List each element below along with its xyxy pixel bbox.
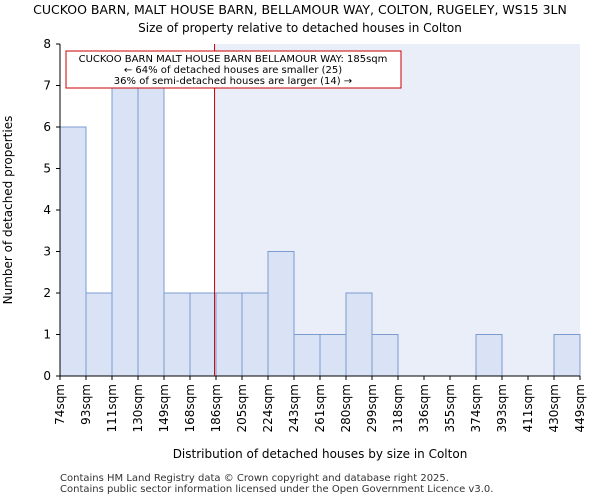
bar-186sqm bbox=[215, 292, 243, 377]
footer-line-1: Contains HM Land Registry data © Crown c… bbox=[60, 473, 449, 484]
bar-299sqm bbox=[371, 334, 399, 377]
bar-130sqm bbox=[137, 85, 165, 377]
annotation-line-1: CUCKOO BARN MALT HOUSE BARN BELLAMOUR WA… bbox=[79, 54, 388, 65]
bar-430sqm bbox=[553, 334, 581, 377]
x-tick-label-430sqm: 430sqm bbox=[547, 384, 561, 432]
chart: CUCKOO BARN, MALT HOUSE BARN, BELLAMOUR … bbox=[1, 2, 587, 461]
x-tick-label-93sqm: 93sqm bbox=[79, 384, 93, 425]
x-tick-label-186sqm: 186sqm bbox=[209, 384, 223, 432]
x-tick-label-355sqm: 355sqm bbox=[443, 384, 457, 432]
bar-224sqm bbox=[267, 251, 295, 377]
bar-168sqm bbox=[189, 292, 217, 377]
y-tick-label-4: 4 bbox=[43, 203, 51, 217]
y-tick-label-5: 5 bbox=[43, 162, 51, 176]
bar-374sqm bbox=[475, 334, 503, 377]
annotation-line-2: ← 64% of detached houses are smaller (25… bbox=[124, 65, 342, 76]
chart-subtitle: Size of property relative to detached ho… bbox=[138, 21, 462, 35]
y-tick-label-2: 2 bbox=[43, 286, 51, 300]
bar-205sqm bbox=[241, 292, 269, 377]
x-tick-label-374sqm: 374sqm bbox=[469, 384, 483, 432]
x-axis: 74sqm 93sqm 111sqm 130sqm 149sqm 168sqm 186sqm… bbox=[53, 375, 587, 432]
y-tick-label-3: 3 bbox=[43, 245, 51, 259]
bar-243sqm bbox=[293, 334, 321, 377]
x-tick-label-299sqm: 299sqm bbox=[365, 384, 379, 432]
x-tick-label-149sqm: 149sqm bbox=[157, 384, 171, 432]
bar-74sqm bbox=[59, 126, 87, 377]
y-axis: 0 1 2 3 4 5 6 7 8 bbox=[43, 37, 61, 383]
x-tick-label-243sqm: 243sqm bbox=[287, 384, 301, 432]
x-tick-label-168sqm: 168sqm bbox=[183, 384, 197, 432]
x-tick-label-130sqm: 130sqm bbox=[131, 384, 145, 432]
x-tick-label-111sqm: 111sqm bbox=[105, 384, 119, 432]
y-tick-label-8: 8 bbox=[43, 37, 51, 51]
footer-line-2: Contains public sector information licen… bbox=[60, 484, 494, 495]
x-tick-label-411sqm: 411sqm bbox=[521, 384, 535, 432]
x-axis-label: Distribution of detached houses by size … bbox=[173, 447, 468, 461]
x-tick-label-205sqm: 205sqm bbox=[235, 384, 249, 432]
x-tick-label-74sqm: 74sqm bbox=[53, 384, 67, 425]
x-tick-label-224sqm: 224sqm bbox=[261, 384, 275, 432]
bar-280sqm bbox=[345, 292, 373, 377]
x-tick-label-449sqm: 449sqm bbox=[573, 384, 587, 432]
x-tick-label-393sqm: 393sqm bbox=[495, 384, 509, 432]
bar-149sqm bbox=[163, 292, 191, 377]
bars bbox=[59, 85, 581, 377]
x-tick-label-318sqm: 318sqm bbox=[391, 384, 405, 432]
y-tick-label-1: 1 bbox=[43, 328, 51, 342]
bar-93sqm bbox=[85, 292, 113, 377]
bar-261sqm bbox=[319, 334, 347, 377]
x-tick-label-336sqm: 336sqm bbox=[417, 384, 431, 432]
y-tick-label-0: 0 bbox=[43, 369, 51, 383]
annotation-box: CUCKOO BARN MALT HOUSE BARN BELLAMOUR WA… bbox=[65, 50, 402, 89]
bar-111sqm bbox=[111, 85, 139, 377]
y-axis-label: Number of detached properties bbox=[1, 116, 15, 305]
x-tick-label-261sqm: 261sqm bbox=[313, 384, 327, 432]
y-tick-label-6: 6 bbox=[43, 120, 51, 134]
annotation-line-3: 36% of semi-detached houses are larger (… bbox=[114, 76, 352, 87]
x-tick-label-280sqm: 280sqm bbox=[339, 384, 353, 432]
y-tick-label-7: 7 bbox=[43, 79, 51, 93]
chart-title: CUCKOO BARN, MALT HOUSE BARN, BELLAMOUR … bbox=[33, 2, 567, 17]
